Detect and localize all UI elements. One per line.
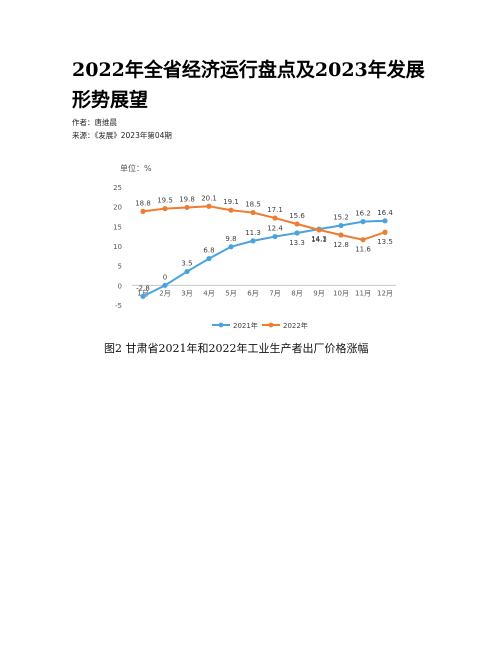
data-label: 16.4	[377, 209, 393, 217]
line-chart-svg: 单位：% -5 0 5 10 15 20 25 1月 2月 3月 4月 5月 6月 7月 8月 9月 10月 11…	[113, 163, 396, 330]
data-point	[140, 293, 146, 299]
x-tick-label: 2月	[159, 289, 170, 297]
data-label: 20.1	[201, 194, 217, 202]
chart-axes: -5 0 5 10 15 20 25 1月 2月 3月 4月 5月 6月 7月 8月 9月 10月 11月 12月	[113, 184, 396, 310]
data-label: 19.1	[223, 198, 239, 206]
x-tick-label: 6月	[247, 289, 258, 297]
data-point	[228, 207, 234, 213]
chart-data-labels: -2.8 0 3.5 6.8 9.8 11.3 12.4 13.3 14.3 15.2 16.2 16…	[135, 194, 393, 292]
x-tick-label: 7月	[269, 289, 280, 297]
data-label: 14.1	[311, 236, 327, 244]
y-tick-label: 10	[113, 243, 122, 251]
source-line: 来源：《发展》2023年第04期	[72, 131, 172, 140]
price-change-chart: 单位：% -5 0 5 10 15 20 25 1月 2月 3月 4月 5月 6月 7月 8月 9月 10月 11…	[104, 157, 402, 337]
legend-label: 2022年	[283, 321, 308, 330]
data-label: 17.1	[267, 206, 283, 214]
x-tick-label: 5月	[225, 289, 236, 297]
data-label: 16.2	[355, 210, 371, 218]
chart-unit-label: 单位：%	[120, 163, 152, 173]
x-tick-label: 9月	[313, 289, 324, 297]
data-point	[360, 219, 366, 225]
data-point	[382, 218, 388, 224]
x-tick-label: 8月	[291, 289, 302, 297]
series-line-2021年	[142, 219, 386, 298]
data-point	[140, 208, 146, 214]
data-point	[272, 215, 278, 221]
series-line-2022年	[142, 205, 386, 241]
data-point	[316, 227, 322, 233]
chart-series	[140, 203, 388, 299]
y-tick-label: 5	[118, 263, 122, 271]
data-label: 11.3	[245, 229, 261, 237]
data-point	[184, 268, 190, 275]
data-label: 11.6	[355, 246, 371, 254]
data-label: 19.5	[157, 197, 173, 205]
data-label: 6.8	[203, 247, 214, 255]
y-tick-label: 25	[113, 184, 122, 192]
legend-marker	[268, 322, 274, 328]
author-line: 作者：唐维晨	[72, 118, 117, 127]
y-tick-label: -5	[115, 302, 122, 310]
data-label: 15.6	[289, 212, 305, 220]
data-point	[162, 206, 168, 212]
x-tick-label: 3月	[181, 289, 192, 297]
data-label: 13.3	[289, 239, 305, 247]
data-point	[250, 209, 256, 216]
data-point	[250, 238, 256, 244]
data-point	[382, 229, 388, 235]
data-label: 12.4	[267, 225, 283, 233]
data-point	[206, 203, 212, 209]
data-label: 0	[163, 273, 167, 281]
data-point	[294, 221, 300, 227]
data-label: 9.8	[225, 235, 236, 243]
data-point	[338, 222, 344, 229]
data-label: 12.8	[333, 241, 349, 249]
x-tick-label: 4月	[203, 289, 214, 297]
x-tick-label: 11月	[355, 289, 371, 297]
x-tick-label: 10月	[333, 289, 349, 297]
data-point	[184, 204, 190, 211]
x-tick-label: 12月	[377, 289, 393, 297]
data-label: 15.2	[333, 214, 349, 222]
data-point	[338, 232, 344, 238]
data-point	[360, 237, 366, 243]
data-point	[272, 233, 278, 240]
legend-marker	[218, 322, 224, 328]
data-label: -2.8	[136, 284, 150, 292]
x-tick-label: 1月	[137, 289, 148, 297]
chart-legend: 2021年 2022年	[212, 321, 308, 330]
y-tick-label: 15	[113, 223, 122, 231]
data-point	[228, 244, 234, 250]
article-title: 2022年全省经济运行盘点及2023年发展形势展望	[72, 59, 425, 111]
data-label: 13.5	[377, 238, 393, 246]
legend-label: 2021年	[233, 321, 258, 330]
data-point	[206, 255, 212, 262]
data-label: 3.5	[181, 260, 192, 268]
y-tick-label: 0	[118, 282, 122, 290]
data-point	[294, 230, 300, 236]
data-label: 19.8	[179, 195, 195, 203]
data-label: 14.3	[311, 235, 327, 243]
data-point	[162, 282, 168, 288]
data-label: 18.5	[245, 201, 261, 209]
y-tick-label: 20	[113, 204, 122, 212]
data-label: 18.8	[135, 199, 151, 207]
figure-caption: 图2 甘肃省2021年和2022年工业生产者出厂价格涨幅	[104, 342, 369, 355]
